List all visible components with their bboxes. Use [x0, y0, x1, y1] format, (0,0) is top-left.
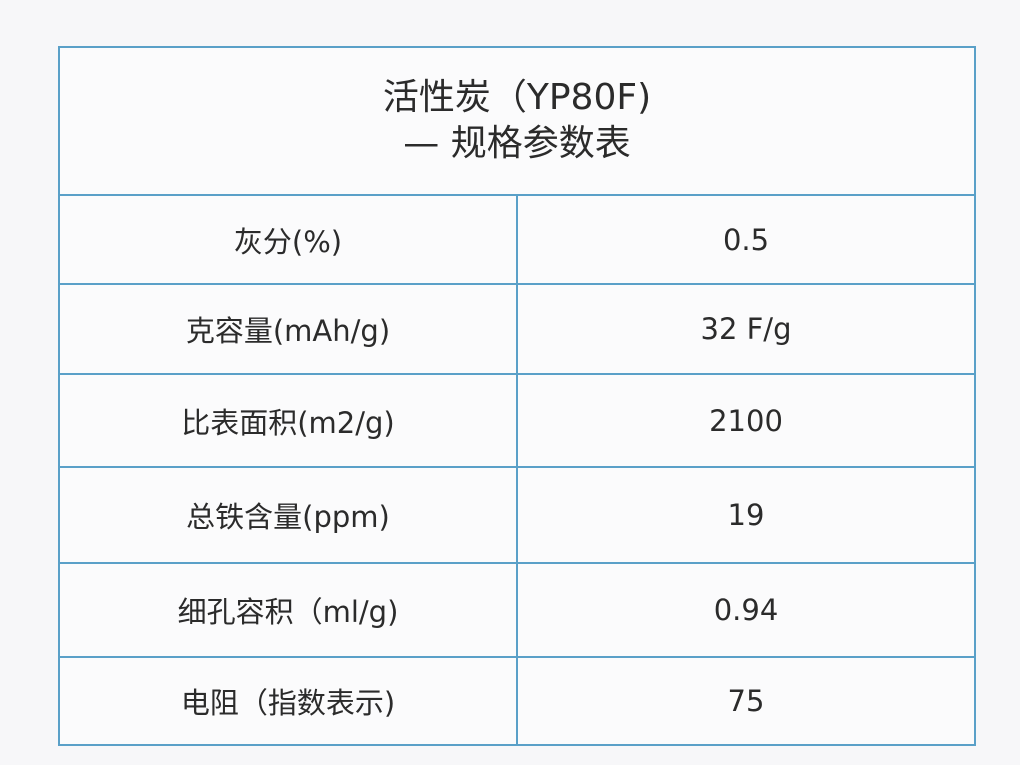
row-value-resistance: 75	[516, 655, 976, 747]
title-product-name: 活性炭（YP80F)	[382, 77, 652, 119]
table-row: 灰分(%) 0.5	[58, 194, 976, 285]
row-label-surface-area: 比表面积(m2/g)	[58, 372, 518, 469]
table-row: 细孔容积（ml/g) 0.94	[58, 562, 976, 658]
table-row: 比表面积(m2/g) 2100	[58, 372, 976, 469]
table-row: 克容量(mAh/g) 32 F/g	[58, 282, 976, 375]
row-label-pore-volume: 细孔容积（ml/g)	[58, 562, 518, 658]
row-label-resistance: 电阻（指数表示)	[58, 655, 518, 747]
title-row: 活性炭（YP80F) — 规格参数表	[58, 45, 976, 197]
row-value-pore-volume: 0.94	[516, 562, 976, 658]
row-value-capacity: 32 F/g	[516, 282, 976, 375]
row-label-iron-content: 总铁含量(ppm)	[58, 466, 518, 565]
row-label-capacity: 克容量(mAh/g)	[58, 282, 518, 375]
table-title: 活性炭（YP80F) — 规格参数表	[58, 45, 976, 197]
table-row: 电阻（指数表示) 75	[58, 655, 976, 747]
title-subtitle: — 规格参数表	[403, 123, 631, 165]
spec-table: 活性炭（YP80F) — 规格参数表 灰分(%) 0.5 克容量(mAh/g) …	[58, 45, 976, 747]
row-value-ash: 0.5	[516, 194, 976, 285]
row-label-ash: 灰分(%)	[58, 194, 518, 285]
row-value-iron-content: 19	[516, 466, 976, 565]
table-row: 总铁含量(ppm) 19	[58, 466, 976, 565]
row-value-surface-area: 2100	[516, 372, 976, 469]
